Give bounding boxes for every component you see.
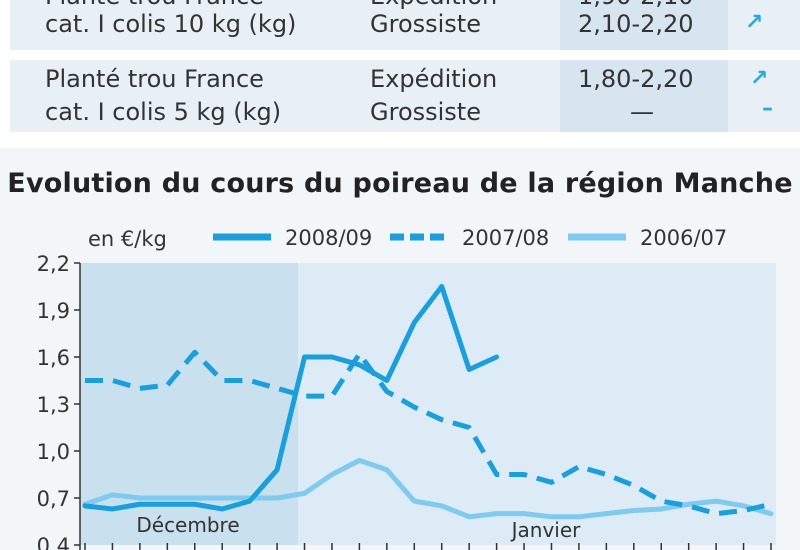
trend-up-icon: ↗ [750,66,769,91]
product-line-2: cat. I colis 5 kg (kg) [45,98,282,126]
series-line-2007-08 [85,349,772,517]
y-axis-unit-label: en €/kg [88,227,167,251]
y-tick-label: 1,9 [37,299,70,323]
price-line-1: 1,80-2,20 [578,65,694,93]
product-line-2: cat. I colis 10 kg (kg) [45,10,297,38]
y-tick-label: 1,3 [37,393,70,417]
price-column-band [560,60,728,132]
x-label-janvier: Janvier [510,518,582,542]
x-label-december: Décembre [136,513,239,537]
legend-label: 2006/07 [640,226,727,250]
trend-up-icon: ↗ [745,0,763,7]
trend-flat-icon: – [762,96,773,121]
price-table: Planté trou France cat. I colis 10 kg (k… [0,0,800,136]
trend-up-icon: ↗ [745,10,764,35]
price-line-1: 1,90-2,10 [578,0,694,13]
y-tick-label: 2,2 [37,252,70,276]
stage-line-2: Grossiste [370,10,481,38]
table-row: Planté trou France cat. I colis 5 kg (kg… [10,60,800,132]
stage-line-1: Expédition [370,0,497,13]
line-chart: 0,4 0,7 1,0 1,3 1,6 1,9 2,2 Décembre Janvier en €… [37,226,776,550]
legend-label: 2007/08 [462,226,549,250]
y-tick-label: 0,4 [37,534,70,550]
y-tick-label: 1,0 [37,440,70,464]
price-column-band [560,0,728,50]
chart-title: Evolution du cours du poireau de la régi… [7,168,793,199]
series-line-2006-07 [82,457,774,520]
product-line-1: Planté trou France [45,0,264,13]
series-line-2008-09 [82,284,500,512]
chart-panel: Evolution du cours du poireau de la régi… [0,148,800,550]
table-row: Planté trou France cat. I colis 10 kg (k… [10,0,800,50]
stage-line-2: Grossiste [370,98,481,126]
stage-line-1: Expédition [370,65,498,93]
price-line-2: 2,10-2,20 [578,10,694,38]
price-line-2: — [630,98,654,126]
y-tick-label: 0,7 [37,487,70,511]
y-tick-label: 1,6 [37,346,70,370]
legend-label: 2008/09 [285,226,372,250]
product-line-1: Planté trou France [45,65,264,93]
